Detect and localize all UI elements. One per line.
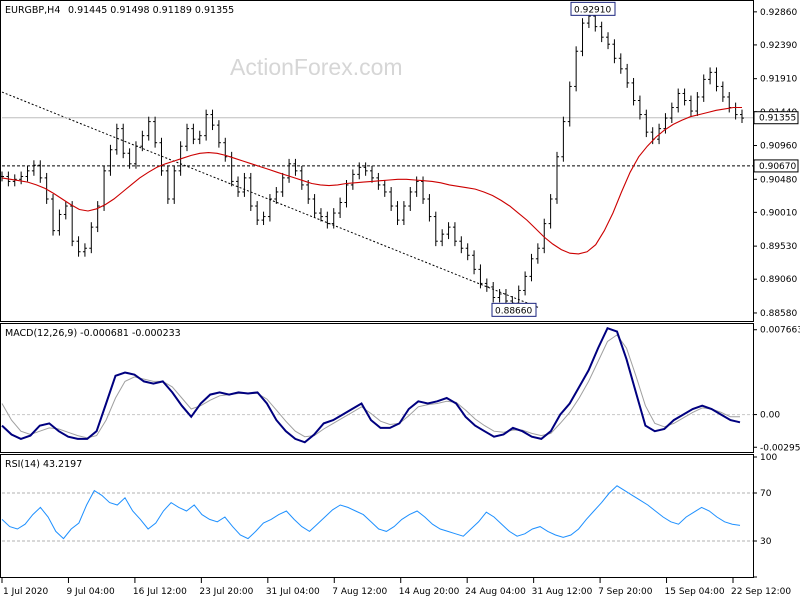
moving-average-line	[1, 106, 742, 255]
support-level-label: 0.90670	[759, 162, 796, 172]
current-price-label: 0.91355	[759, 114, 796, 124]
rsi-tick-label: 30	[760, 537, 772, 547]
macd-panel-frame	[0, 323, 754, 453]
price-tick-label: 0.92390	[760, 41, 797, 51]
macd-macd-line	[1, 326, 741, 444]
macd-tick-label: 0.007663	[760, 326, 800, 336]
price-tick-label: 0.90480	[760, 175, 797, 185]
x-tick-label: 1 Jul 2020	[3, 587, 48, 597]
rsi-line	[1, 485, 741, 540]
support-level-label-box	[753, 159, 799, 173]
rsi-tick-label: 70	[760, 489, 772, 499]
price-panel-frame	[0, 0, 754, 322]
x-tick-label: 23 Jul 20:00	[199, 587, 253, 597]
price-tick-label: 0.89060	[760, 275, 797, 285]
macd-tick-label: 0.00	[760, 411, 780, 421]
price-title-symbol: EURGBP,H4	[5, 5, 60, 16]
price-annotation-label: 0.92910	[574, 5, 611, 15]
macd-panel: 0.007663 0.00 -0.002952	[1, 326, 800, 453]
x-tick-label: 7 Aug 12:00	[332, 587, 387, 597]
price-tick-label: 0.91910	[760, 75, 797, 85]
price-tick-label: 0.88580	[760, 309, 797, 319]
x-tick-label: 24 Aug 04:00	[465, 587, 526, 597]
rsi-panel: 100 70 30	[1, 453, 777, 578]
rsi-title: RSI(14) 43.2197	[5, 459, 82, 470]
x-tick-label: 9 Jul 04:00	[66, 587, 115, 597]
macd-title: MACD(12,26,9) -0.000681 -0.000233	[5, 328, 181, 339]
x-tick-label: 22 Sep 12:00	[731, 587, 791, 597]
price-panel: 0.928600.923900.919100.914400.909600.904…	[0, 1, 799, 319]
x-tick-label: 14 Aug 20:00	[399, 587, 460, 597]
macd-signal-line	[1, 334, 740, 439]
price-title-ohlc: 0.91445 0.91498 0.91189 0.91355	[68, 5, 234, 16]
macd-tick-label: -0.002952	[760, 443, 800, 453]
x-tick-label: 31 Aug 12:00	[532, 587, 593, 597]
price-tick-label: 0.92860	[760, 8, 797, 18]
x-tick-label: 7 Sep 20:00	[598, 587, 653, 597]
price-tick-label: 0.90010	[760, 208, 797, 218]
price-annotation-box	[491, 302, 537, 317]
x-tick-label: 16 Jul 12:00	[133, 587, 187, 597]
price-tick-label: 0.90960	[760, 142, 797, 152]
x-tick-label: 15 Sep 04:00	[665, 587, 725, 597]
rsi-panel-frame	[0, 454, 754, 578]
rsi-tick-label: 100	[760, 453, 777, 463]
x-axis: 1 Jul 2020 9 Jul 04:00 16 Jul 12:00 23 Jul …	[1, 578, 791, 597]
watermark: ActionForex.com	[230, 54, 403, 80]
price-annotation-label: 0.88660	[495, 306, 532, 316]
price-tick-label: 0.89530	[760, 242, 797, 252]
current-price-label-box	[753, 111, 799, 125]
x-tick-label: 31 Jul 04:00	[266, 587, 320, 597]
price-annotation-box	[570, 1, 616, 16]
